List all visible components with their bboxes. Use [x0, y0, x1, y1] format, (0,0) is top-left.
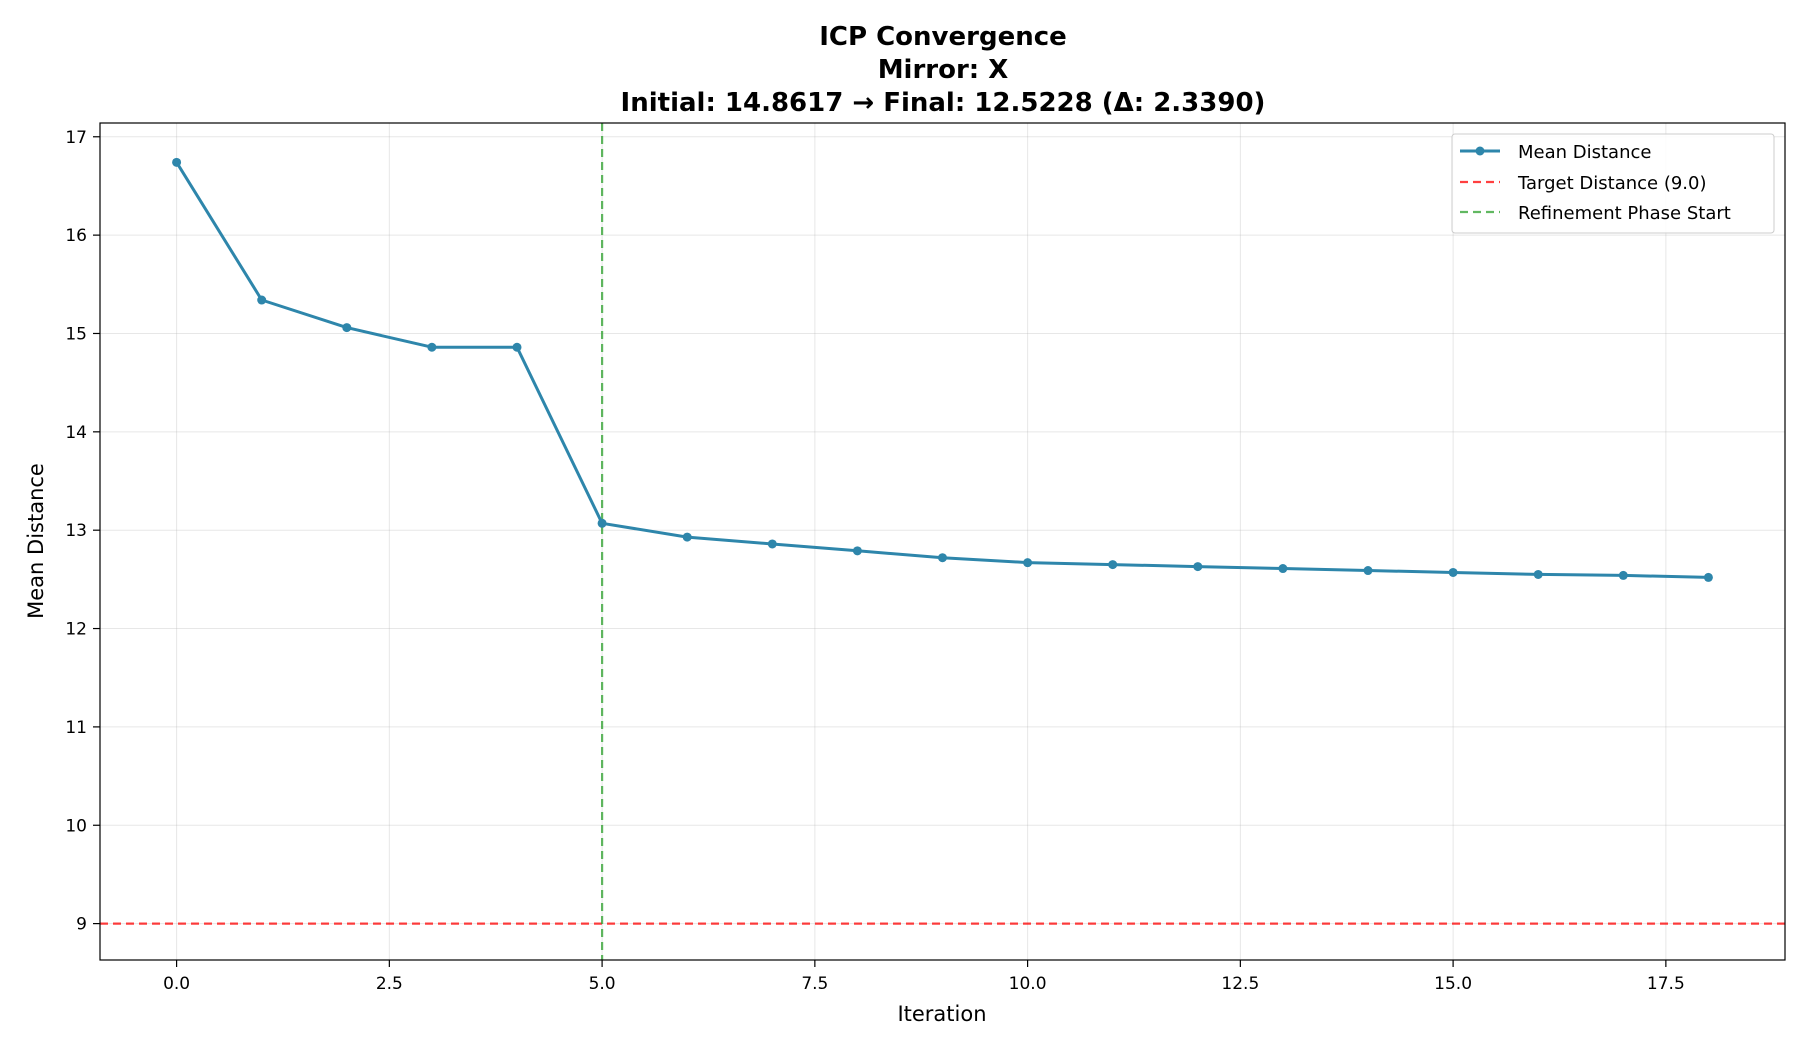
data-point [427, 342, 437, 352]
data-point [1533, 569, 1543, 579]
x-tick-label: 7.5 [801, 974, 828, 994]
x-tick-label: 17.5 [1647, 974, 1685, 994]
x-tick-label: 5.0 [589, 974, 616, 994]
data-point [1618, 570, 1628, 580]
y-tick-label: 10 [65, 816, 87, 836]
data-point [767, 539, 777, 549]
x-tick-label: 0.0 [163, 974, 190, 994]
data-point [512, 342, 522, 352]
chart-title-line-2: Mirror: X [878, 55, 1009, 85]
legend: Mean Distance Target Distance (9.0) Refi… [1451, 133, 1775, 234]
data-point [1363, 566, 1373, 576]
data-point [172, 157, 182, 167]
y-tick-label: 14 [65, 423, 87, 443]
x-tick-label: 12.5 [1221, 974, 1259, 994]
data-point [1023, 558, 1033, 568]
y-tick-label: 17 [65, 128, 87, 148]
data-point [938, 553, 947, 563]
data-point [1278, 564, 1288, 574]
y-tick-label: 11 [65, 718, 87, 738]
chart-title-line-1: ICP Convergence [819, 22, 1067, 52]
legend-label-refinement-start: Refinement Phase Start [1518, 203, 1731, 224]
data-point [1108, 560, 1118, 570]
reference-lines [100, 123, 1785, 960]
legend-box [1451, 133, 1775, 234]
x-tick-label: 10.0 [1009, 974, 1047, 994]
data-point [1703, 572, 1713, 582]
data-point [597, 518, 607, 528]
data-point [1193, 562, 1203, 572]
y-tick-label: 16 [65, 226, 87, 246]
x-axis-label: Iteration [897, 1002, 986, 1026]
series-layer [172, 157, 1713, 582]
y-tick-label: 13 [65, 521, 87, 541]
legend-label-target-distance: Target Distance (9.0) [1517, 173, 1707, 194]
data-point [257, 295, 267, 305]
x-tick-label: 15.0 [1434, 974, 1472, 994]
x-tick-label: 2.5 [376, 974, 403, 994]
axis-ticks: 0.0 2.5 5.0 7.5 10.0 12.5 15.0 17.5 9 10 11 12 13 14 1… [65, 128, 1684, 994]
legend-mean-distance-marker [1475, 146, 1485, 156]
data-point [1448, 567, 1458, 577]
chart-title-line-3: Initial: 14.8617 → Final: 12.5228 (Δ: 2.… [621, 88, 1266, 118]
y-tick-label: 15 [65, 324, 87, 344]
y-tick-label: 12 [65, 620, 87, 640]
y-tick-label: 9 [76, 915, 87, 935]
legend-label-mean-distance: Mean Distance [1518, 142, 1651, 163]
y-axis-label: Mean Distance [24, 463, 48, 619]
plot-frame [99, 122, 1786, 961]
data-point [852, 546, 862, 556]
data-point [682, 532, 692, 542]
grid [100, 123, 1785, 960]
data-point [342, 323, 352, 333]
